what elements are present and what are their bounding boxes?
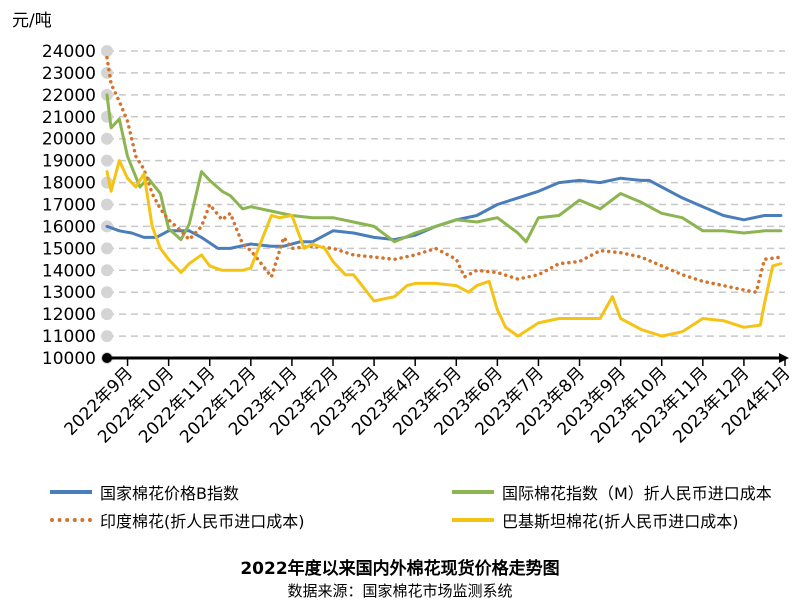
legend-item-cotton-b-index: 国家棉花价格B指数 — [50, 480, 239, 504]
y-tick-label: 24000 — [42, 42, 96, 62]
legend-swatch — [452, 490, 494, 494]
legend: 国家棉花价格B指数 国际棉花指数（M）折人民币进口成本 印度棉花(折人民币进口成… — [0, 474, 800, 538]
y-tick-label: 22000 — [42, 86, 96, 106]
y-axis: 1000011000120001300014000150001600017000… — [42, 42, 113, 369]
legend-swatch — [452, 518, 494, 522]
y-tick-label: 14000 — [42, 261, 96, 281]
y-tick-marker — [101, 286, 113, 299]
legend-item-india-cotton: 印度棉花(折人民币进口成本) — [50, 508, 305, 532]
y-tick-marker — [101, 198, 113, 211]
axis-origin-dot — [102, 353, 112, 363]
y-tick-label: 18000 — [42, 174, 96, 194]
legend-label: 国家棉花价格B指数 — [100, 484, 239, 503]
series-line-1 — [105, 93, 783, 244]
legend-item-pakistan-cotton: 巴基斯坦棉花(折人民币进口成本) — [452, 508, 739, 532]
y-tick-marker — [101, 308, 113, 321]
y-tick-marker — [101, 154, 113, 167]
legend-item-intl-cotton-index: 国际棉花指数（M）折人民币进口成本 — [452, 480, 772, 504]
y-tick-label: 11000 — [42, 327, 96, 347]
y-tick-label: 12000 — [42, 305, 96, 325]
y-tick-label: 15000 — [42, 239, 96, 259]
y-tick-label: 19000 — [42, 152, 96, 172]
series-group — [105, 55, 783, 338]
y-tick-label: 13000 — [42, 283, 96, 303]
y-tick-marker — [101, 45, 113, 57]
y-tick-label: 21000 — [42, 108, 96, 128]
y-axis-unit-label: 元/吨 — [12, 11, 52, 31]
x-axis-arrow — [779, 353, 789, 363]
y-tick-label: 20000 — [42, 130, 96, 150]
legend-swatch — [50, 518, 92, 522]
y-tick-marker — [101, 264, 113, 277]
gridlines — [107, 50, 785, 337]
y-tick-label: 17000 — [42, 196, 96, 216]
series-line-0 — [105, 176, 783, 250]
legend-label: 国际棉花指数（M）折人民币进口成本 — [502, 484, 772, 503]
cotton-price-chart: 元/吨 100001100012000130001400015000160001… — [12, 11, 795, 447]
chart-title: 2022年度以来国内外棉花现货价格走势图 — [240, 559, 560, 579]
series-line-3 — [105, 159, 783, 338]
y-tick-marker — [101, 330, 113, 343]
y-tick-marker — [101, 242, 113, 255]
chart-subtitle: 数据来源：国家棉花市场监测系统 — [287, 582, 513, 600]
legend-label: 印度棉花(折人民币进口成本) — [100, 512, 305, 531]
y-tick-label: 23000 — [42, 64, 96, 84]
x-axis: 2022年9月2022年10月2022年11月2022年12月2023年1月20… — [61, 353, 795, 447]
legend-label: 巴基斯坦棉花(折人民币进口成本) — [502, 512, 739, 531]
y-tick-marker — [101, 132, 113, 145]
legend-swatch — [50, 490, 92, 494]
y-tick-marker — [101, 66, 113, 79]
y-tick-label: 10000 — [42, 349, 96, 369]
series-line-2 — [105, 55, 783, 294]
y-tick-label: 16000 — [42, 217, 96, 237]
